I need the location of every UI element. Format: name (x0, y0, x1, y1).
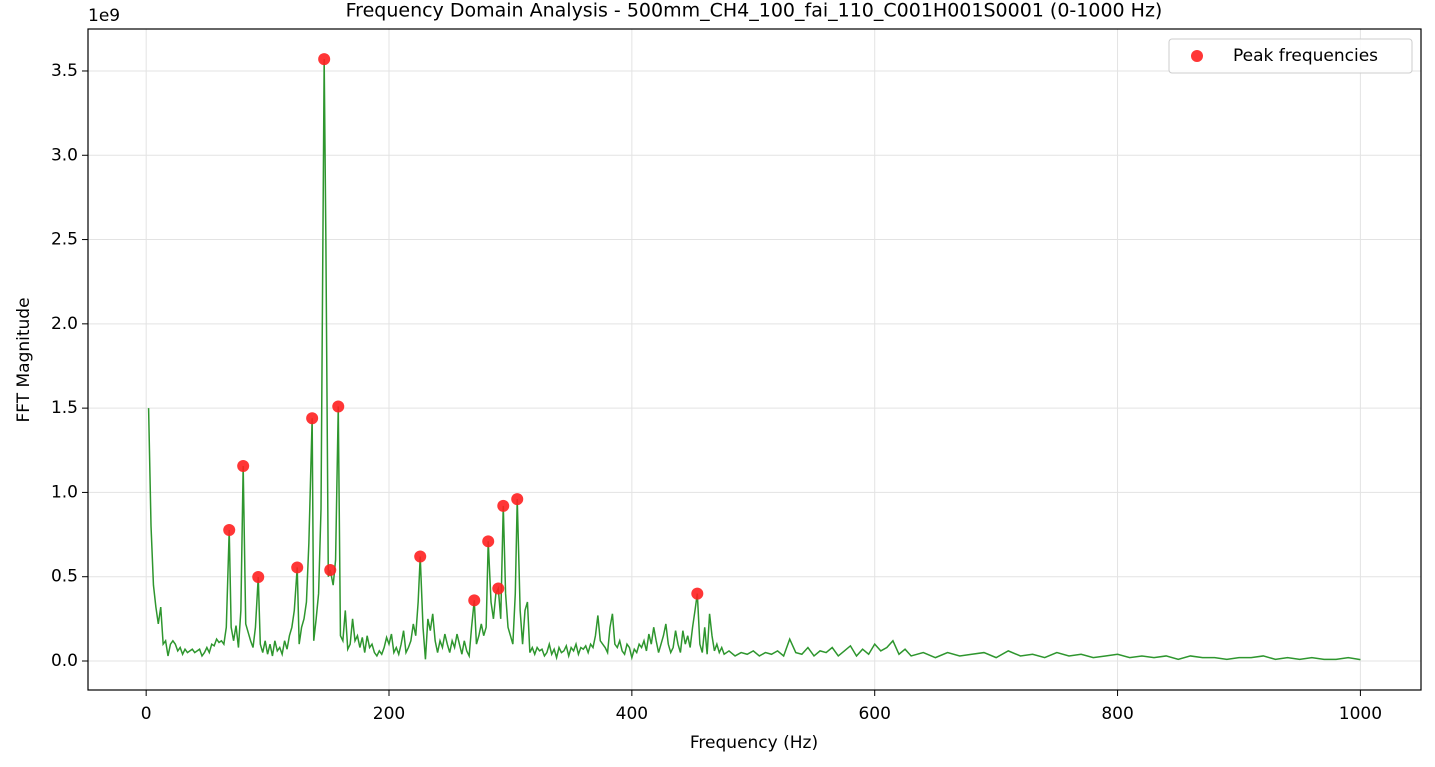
legend-marker (1191, 50, 1203, 62)
y-tick-label: 1.0 (51, 482, 78, 502)
x-tick-label: 1000 (1339, 704, 1382, 724)
peak-marker (492, 582, 505, 595)
y-tick-label: 2.0 (51, 314, 78, 334)
peak-marker (691, 587, 704, 600)
peak-marker (318, 53, 331, 66)
peak-marker (252, 571, 265, 584)
peak-marker (324, 563, 337, 576)
grid (88, 29, 1421, 690)
y-tick-label: 0.0 (51, 651, 78, 671)
peak-marker (291, 561, 304, 574)
x-tick-label: 600 (858, 704, 890, 724)
y-tick-label: 0.5 (51, 567, 78, 587)
peak-marker (497, 499, 510, 512)
x-tick-label: 800 (1101, 704, 1133, 724)
x-axis-label: Frequency (Hz) (690, 733, 818, 753)
spectrum-line (147, 59, 1361, 661)
peak-marker (468, 594, 481, 607)
peak-marker (414, 550, 427, 563)
legend-box (1168, 38, 1413, 74)
y-axis-label: FFT Magnitude (14, 297, 34, 422)
x-tick-label: 0 (141, 704, 152, 724)
y-tick-label: 2.5 (51, 230, 78, 250)
plot-frame (87, 28, 1422, 691)
peak-marker (306, 412, 319, 425)
y-tick-label: 3.0 (51, 145, 78, 165)
x-tick-label: 200 (373, 704, 405, 724)
legend-label: Peak frequencies (1233, 46, 1378, 66)
peak-marker (332, 400, 345, 413)
peak-marker (237, 459, 250, 472)
peak-marker (482, 535, 495, 548)
chart-title: Frequency Domain Analysis - 500mm_CH4_10… (346, 0, 1163, 22)
x-tick-label: 400 (616, 704, 648, 724)
y-tick-label: 3.5 (51, 61, 78, 81)
y-offset-label: 1e9 (88, 6, 120, 26)
y-tick-label: 1.5 (51, 398, 78, 418)
peak-marker (511, 493, 524, 506)
peak-marker (223, 524, 236, 537)
